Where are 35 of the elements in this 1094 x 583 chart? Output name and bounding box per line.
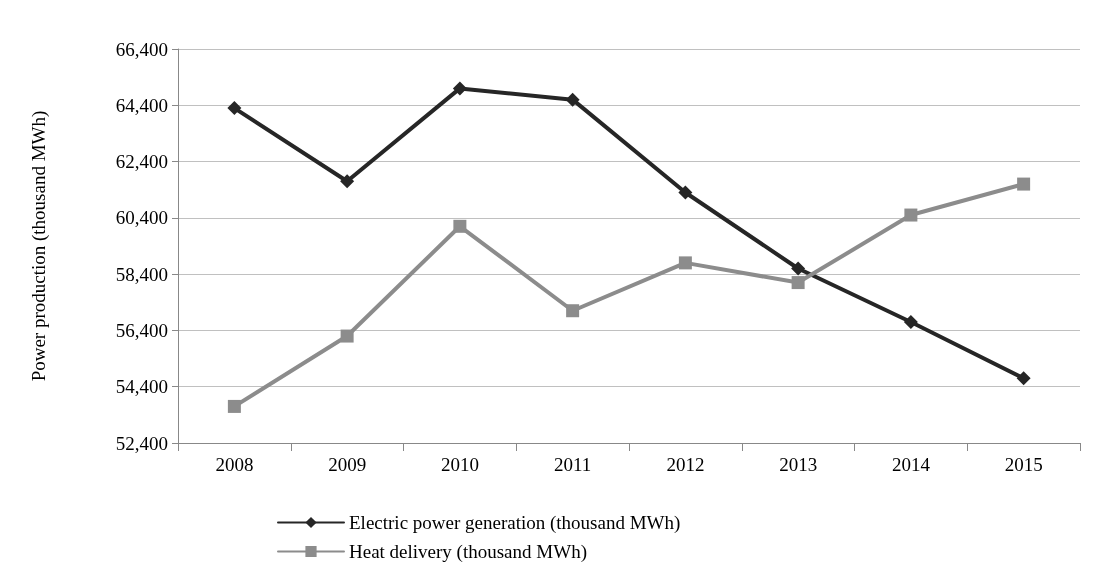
legend-label: Electric power generation (thousand MWh)	[349, 512, 681, 534]
y-tick-label: 64,400	[115, 94, 168, 116]
x-tick-label: 2015	[1004, 454, 1043, 475]
point	[1017, 177, 1031, 191]
y-tick-label: 52,400	[115, 432, 168, 454]
point	[1016, 371, 1031, 386]
x-tick-label: 2014	[891, 454, 931, 475]
y-tick-label: 58,400	[115, 263, 168, 285]
x-tick-label: 2013	[779, 454, 818, 475]
point	[340, 329, 354, 343]
y-axis-title: Power production (thousand MWh)	[28, 110, 50, 382]
point	[227, 399, 241, 413]
y-tick-label: 60,400	[115, 207, 168, 229]
point	[566, 304, 580, 318]
x-tick-label: 2012	[666, 454, 705, 475]
point	[340, 174, 355, 189]
legend-label: Heat delivery (thousand MWh)	[349, 541, 587, 563]
point	[791, 261, 806, 276]
y-tick-label: 56,400	[115, 319, 168, 341]
point	[678, 185, 693, 200]
point	[227, 101, 242, 116]
point	[791, 276, 805, 290]
x-tick-label: 2008	[215, 454, 254, 475]
x-tick-label: 2010	[440, 454, 479, 475]
y-tick-label: 54,400	[115, 376, 168, 398]
y-tick-label: 62,400	[115, 151, 168, 173]
point	[452, 81, 467, 96]
x-tick-label: 2011	[553, 454, 592, 475]
point	[678, 256, 692, 270]
point	[904, 208, 918, 222]
y-tick-label: 66,400	[115, 38, 168, 60]
x-tick-label: 2009	[328, 454, 367, 475]
point	[565, 92, 580, 107]
point	[453, 219, 467, 233]
point	[903, 314, 918, 329]
